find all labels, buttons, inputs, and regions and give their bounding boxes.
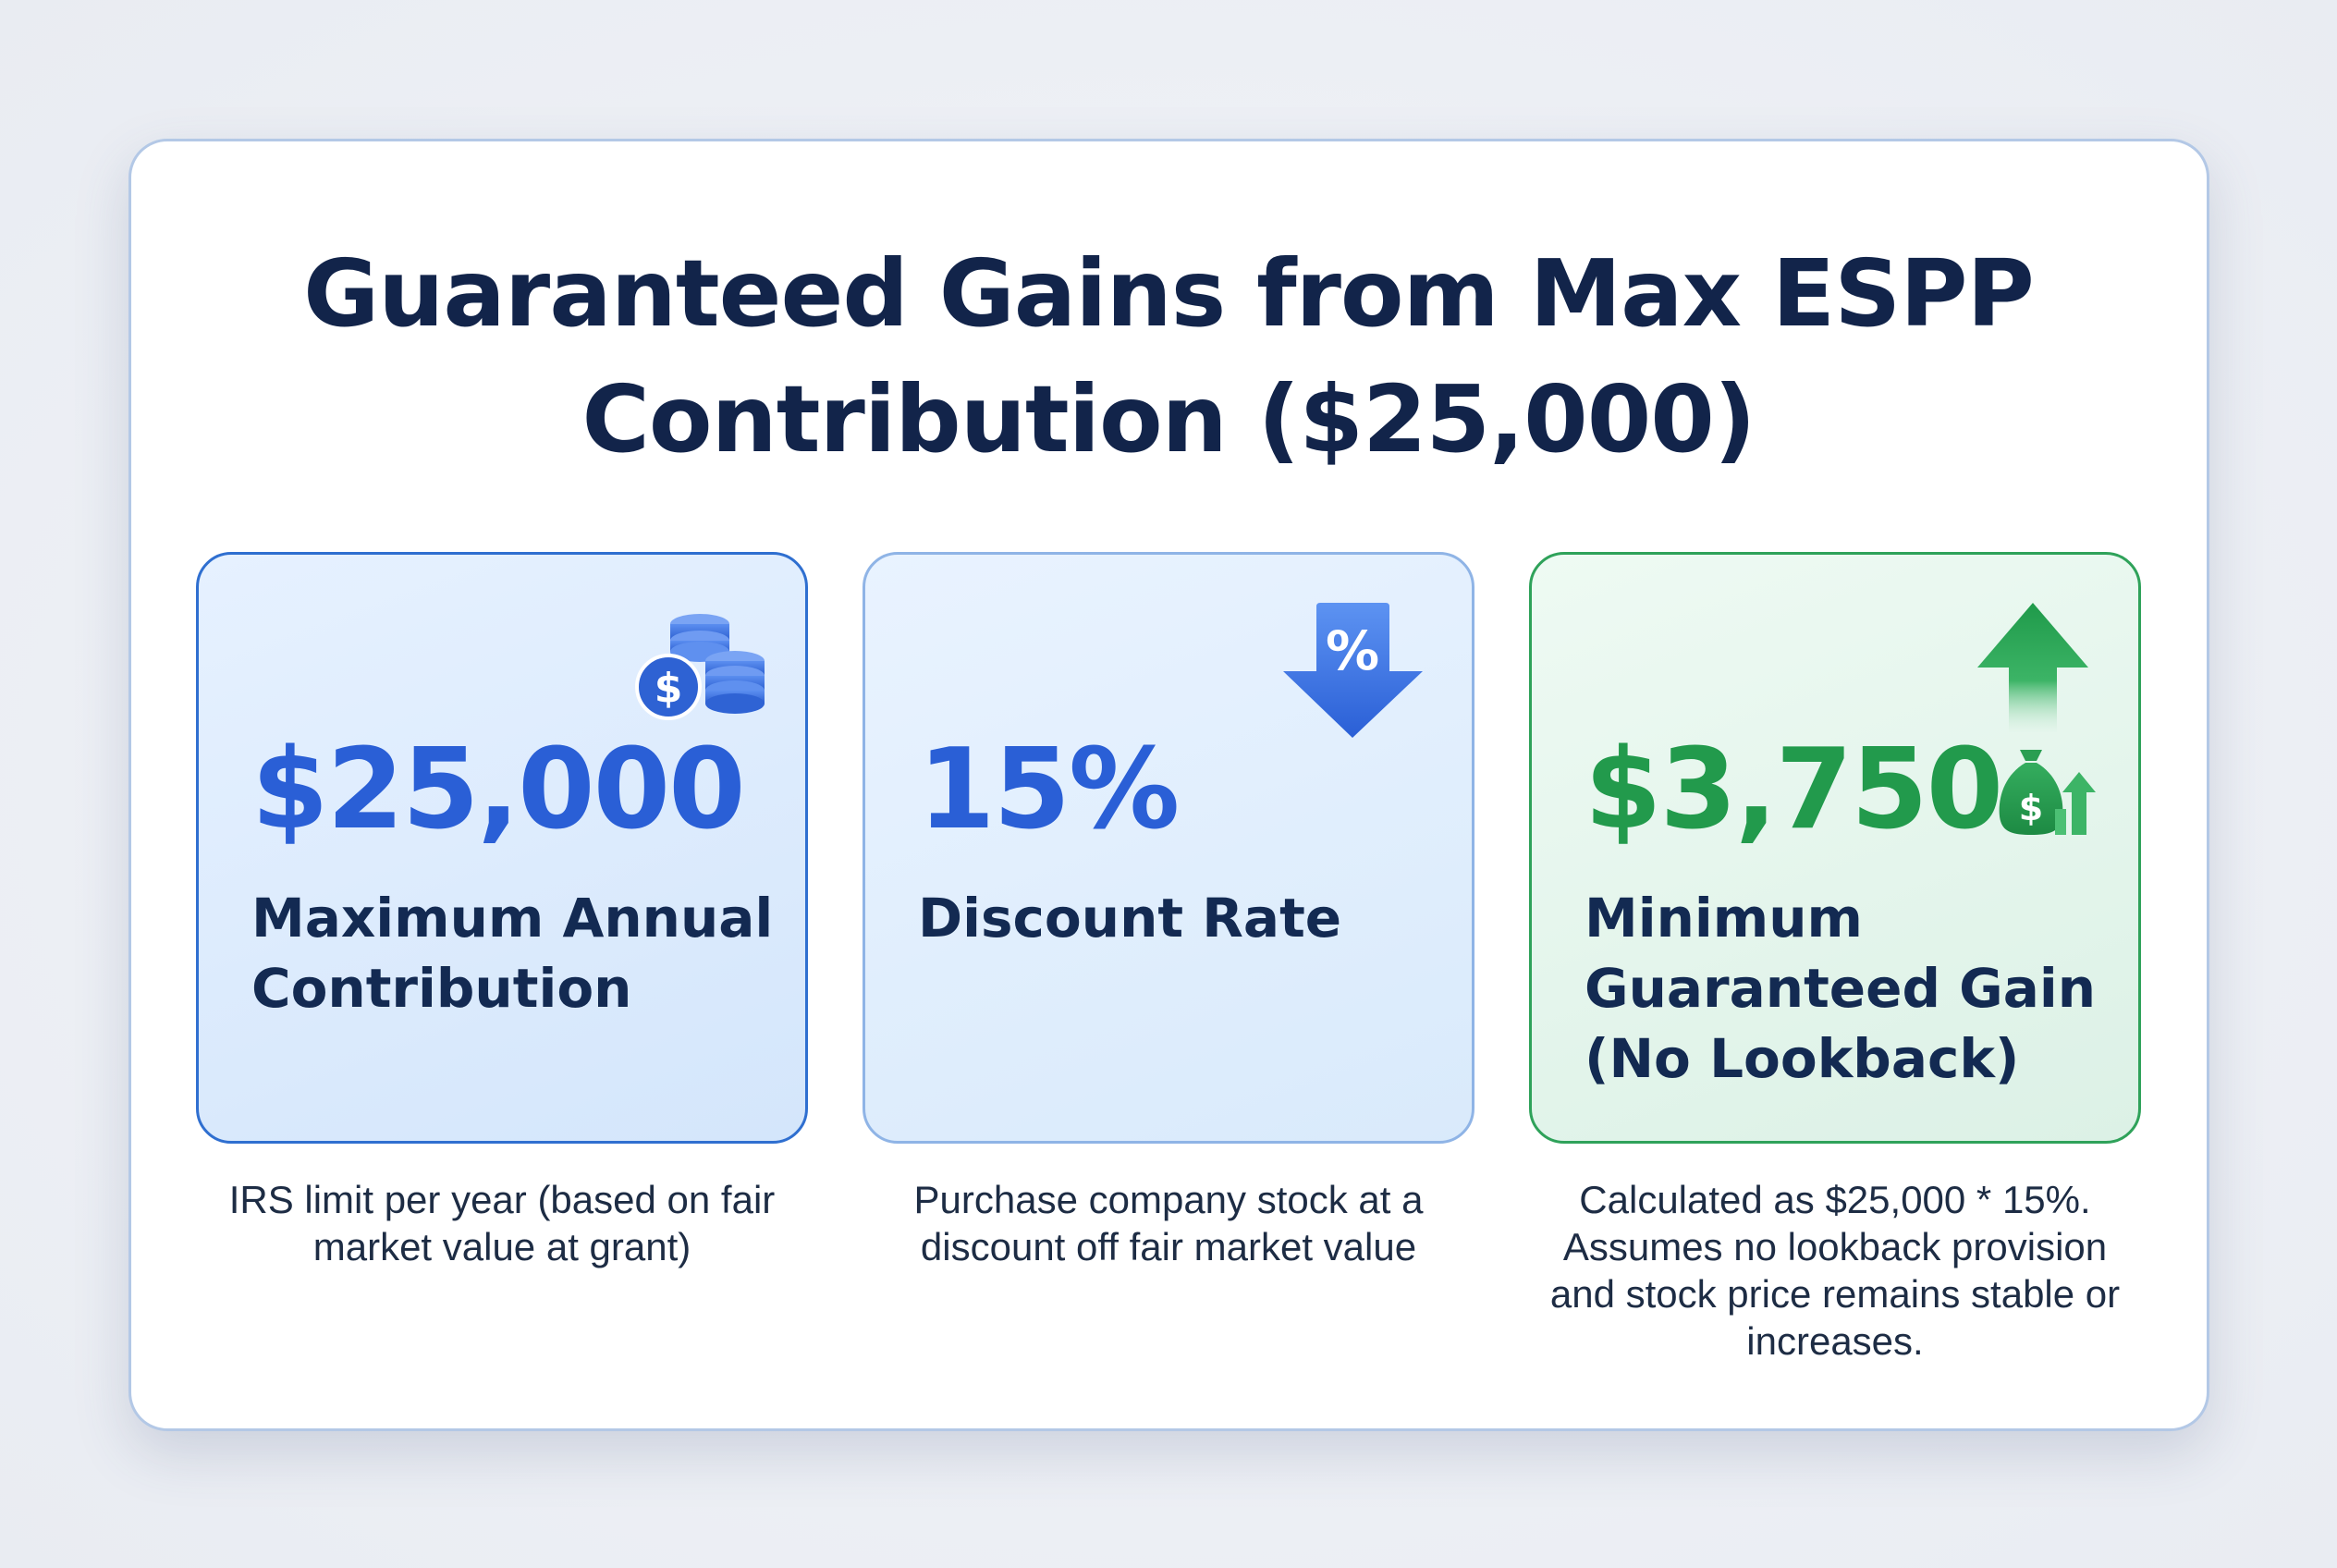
guaranteed-gain-panel: $ $3,750 Minimum Guaranteed Gain (No Loo… [1529,552,2141,1144]
max-contribution-note: IRS limit per year (based on fair market… [228,1178,776,1268]
coins-dollar-icon: $ [633,606,772,726]
page-title: Guaranteed Gains from Max ESPP Contribut… [0,231,2337,483]
guaranteed-gain-label: Minimum Guaranteed Gain (No Lookback) [1585,887,2097,1090]
max-contribution-label: Maximum Annual Contribution [251,887,774,1020]
guaranteed-gain-value: $3,750 [1585,726,2003,854]
max-contribution-value: $25,000 [251,726,746,854]
svg-text:$: $ [2019,788,2043,828]
svg-text:%: % [1326,619,1379,682]
discount-rate-value: 15% [918,726,1180,854]
max-contribution-panel: $ $25,000 Maximum Annual Contribution [196,552,808,1144]
title-line-2: Contribution ($25,000) [581,365,1756,473]
discount-rate-label: Discount Rate [918,887,1342,949]
svg-text:$: $ [655,665,683,712]
percent-down-arrow-icon: % [1281,603,1425,741]
title-line-1: Guaranteed Gains from Max ESPP [303,239,2035,348]
discount-rate-panel: % 15% Discount Rate [863,552,1474,1144]
discount-rate-note: Purchase company stock at a discount off… [913,1178,1424,1268]
money-bag-growth-icon: $ [1994,744,2096,837]
up-arrow-icon [1976,603,2090,732]
guaranteed-gain-note: Calculated as $25,000 * 15%. Assumes no … [1549,1178,2121,1363]
